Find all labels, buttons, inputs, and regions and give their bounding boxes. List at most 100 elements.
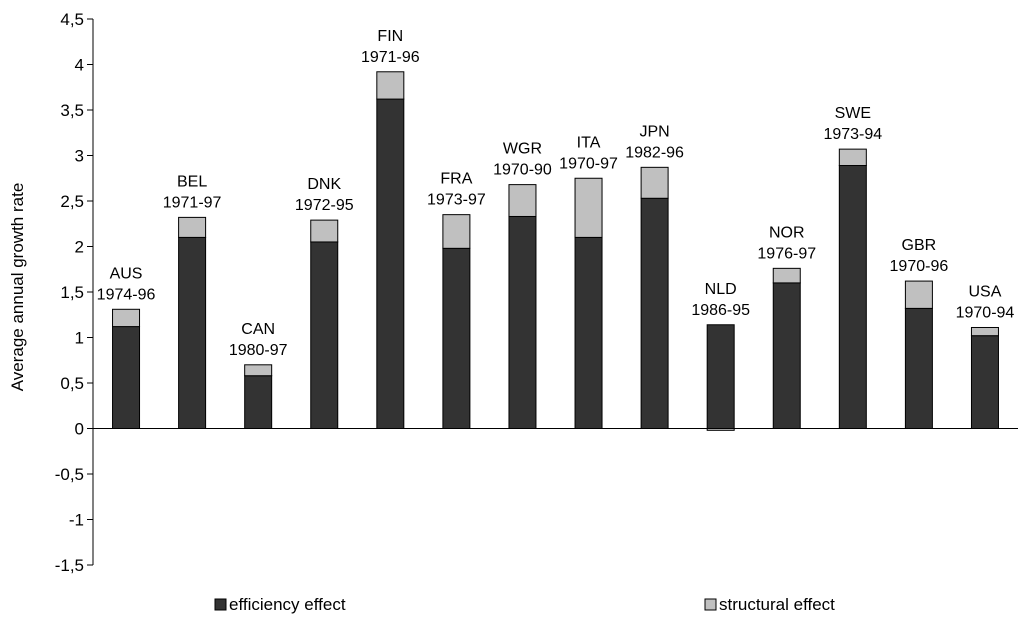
legend-item-structural: structural effect: [704, 595, 835, 614]
y-tick-label: -1,5: [55, 556, 84, 575]
bar-structural-dnk: [310, 219, 339, 243]
bar-label-period: 1972-95: [295, 197, 354, 214]
bar-label-jpn: JPN 1982-96: [625, 123, 684, 161]
bar-efficiency-wgr: [508, 215, 537, 429]
bar-group-jpn: [640, 166, 669, 429]
bar-label-country: USA: [969, 283, 1002, 300]
bar-structural-wgr: [508, 184, 537, 217]
bar-efficiency-fra: [442, 247, 471, 429]
bar-label-period: 1971-96: [361, 49, 420, 66]
bar-structural-gbr: [904, 280, 933, 309]
bar-label-dnk: DNK 1972-95: [295, 176, 354, 214]
bar-structural-can: [244, 364, 273, 377]
legend-label-structural: structural effect: [719, 595, 835, 614]
bar-group-dnk: [310, 219, 339, 429]
bar-label-nor: NOR 1976-97: [757, 224, 816, 262]
bar-efficiency-aus: [112, 326, 141, 429]
y-axis: -1,5 -1 -0,5 0 0,5 1 1,5 2 2,5 3 3,5 4 4,5: [55, 10, 94, 575]
bar-structural-aus: [112, 308, 141, 328]
y-tick-label: 1,5: [60, 283, 84, 302]
bar-labels: AUS 1974-96 BEL 1971-97 CAN 1980-97 DNK 1972-95…: [97, 28, 1015, 359]
bar-efficiency-bel: [178, 236, 207, 429]
y-tick-label: 0: [75, 420, 84, 439]
y-tick-label: 2,5: [60, 192, 84, 211]
bar-efficiency-usa: [970, 335, 999, 429]
bar-group-aus: [112, 308, 141, 429]
bar-group-usa: [970, 326, 999, 429]
bar-label-country: NOR: [769, 224, 805, 241]
bar-group-ita: [574, 177, 603, 429]
bar-structural-jpn: [640, 166, 669, 199]
bar-efficiency-nor: [772, 282, 801, 429]
y-tick-label: 3,5: [60, 101, 84, 120]
bar-group-swe: [838, 148, 867, 429]
bar-label-usa: USA 1970-94: [956, 283, 1015, 321]
bar-label-country: GBR: [902, 237, 937, 254]
bar-group-fra: [442, 214, 471, 429]
bar-group-nld: [706, 324, 735, 431]
bar-label-period: 1974-96: [97, 286, 156, 303]
bar-efficiency-ita: [574, 236, 603, 429]
bar-label-country: FRA: [440, 171, 472, 188]
legend: efficiency effect structural effect: [214, 595, 835, 614]
bar-structural-nor: [772, 267, 801, 284]
y-axis-title: Average annual growth rate: [8, 183, 27, 392]
bar-label-country: NLD: [705, 281, 737, 298]
bar-group-can: [244, 364, 273, 429]
bar-group-wgr: [508, 184, 537, 429]
bar-label-ita: ITA 1970-97: [559, 134, 618, 172]
bar-efficiency-dnk: [310, 241, 339, 429]
bar-group-fin: [376, 71, 405, 430]
bar-label-period: 1970-94: [956, 304, 1015, 321]
bar-structural-bel: [178, 216, 207, 238]
bar-label-period: 1982-96: [625, 144, 684, 161]
y-tick-label: -1: [69, 511, 84, 530]
legend-swatch-structural: [704, 598, 717, 611]
y-tick-label: 3: [75, 147, 84, 166]
bar-label-period: 1973-97: [427, 192, 486, 209]
bar-efficiency-nld: [706, 324, 735, 430]
bar-label-wgr: WGR 1970-90: [493, 141, 552, 179]
bar-label-period: 1973-94: [823, 126, 882, 143]
bar-label-country: SWE: [835, 105, 871, 122]
bar-structural-usa: [970, 326, 999, 337]
bar-label-period: 1970-97: [559, 155, 618, 172]
bar-label-aus: AUS 1974-96: [97, 265, 156, 303]
y-tick-label: 4: [75, 56, 84, 75]
bar-label-swe: SWE 1973-94: [823, 105, 882, 143]
bar-label-country: AUS: [110, 265, 143, 282]
bar-efficiency-swe: [838, 165, 867, 429]
legend-item-efficiency: efficiency effect: [214, 595, 346, 614]
y-tick-label: -0,5: [55, 465, 84, 484]
bar-label-nld: NLD 1986-95: [691, 281, 750, 319]
bar-structural-ita: [574, 177, 603, 238]
bar-label-country: FIN: [377, 28, 403, 45]
bar-label-period: 1986-95: [691, 302, 750, 319]
bar-group-bel: [178, 216, 207, 429]
bar-efficiency-jpn: [640, 197, 669, 429]
bar-label-can: CAN 1980-97: [229, 321, 288, 359]
bar-structural-fra: [442, 214, 471, 249]
y-tick-label: 2: [75, 238, 84, 257]
bar-group-nor: [772, 267, 801, 429]
bar-label-period: 1971-97: [163, 194, 222, 211]
bar-label-gbr: GBR 1970-96: [890, 237, 949, 275]
bar-label-country: BEL: [177, 173, 207, 190]
bar-label-country: JPN: [639, 123, 669, 140]
y-tick-label: 1: [75, 329, 84, 348]
legend-swatch-efficiency: [214, 598, 227, 611]
bar-label-country: CAN: [241, 321, 275, 338]
bar-label-period: 1980-97: [229, 342, 288, 359]
bar-label-country: DNK: [307, 176, 341, 193]
bar-group-gbr: [904, 280, 933, 430]
bar-structural-swe: [838, 148, 867, 167]
bar-label-fin: FIN 1971-96: [361, 28, 420, 66]
bar-label-period: 1976-97: [757, 245, 816, 262]
bar-label-bel: BEL 1971-97: [163, 173, 222, 211]
bar-efficiency-gbr: [904, 307, 933, 430]
bar-efficiency-can: [244, 375, 273, 429]
bar-label-country: ITA: [577, 134, 601, 151]
bar-structural-fin: [376, 71, 405, 100]
y-tick-label: 0,5: [60, 374, 84, 393]
